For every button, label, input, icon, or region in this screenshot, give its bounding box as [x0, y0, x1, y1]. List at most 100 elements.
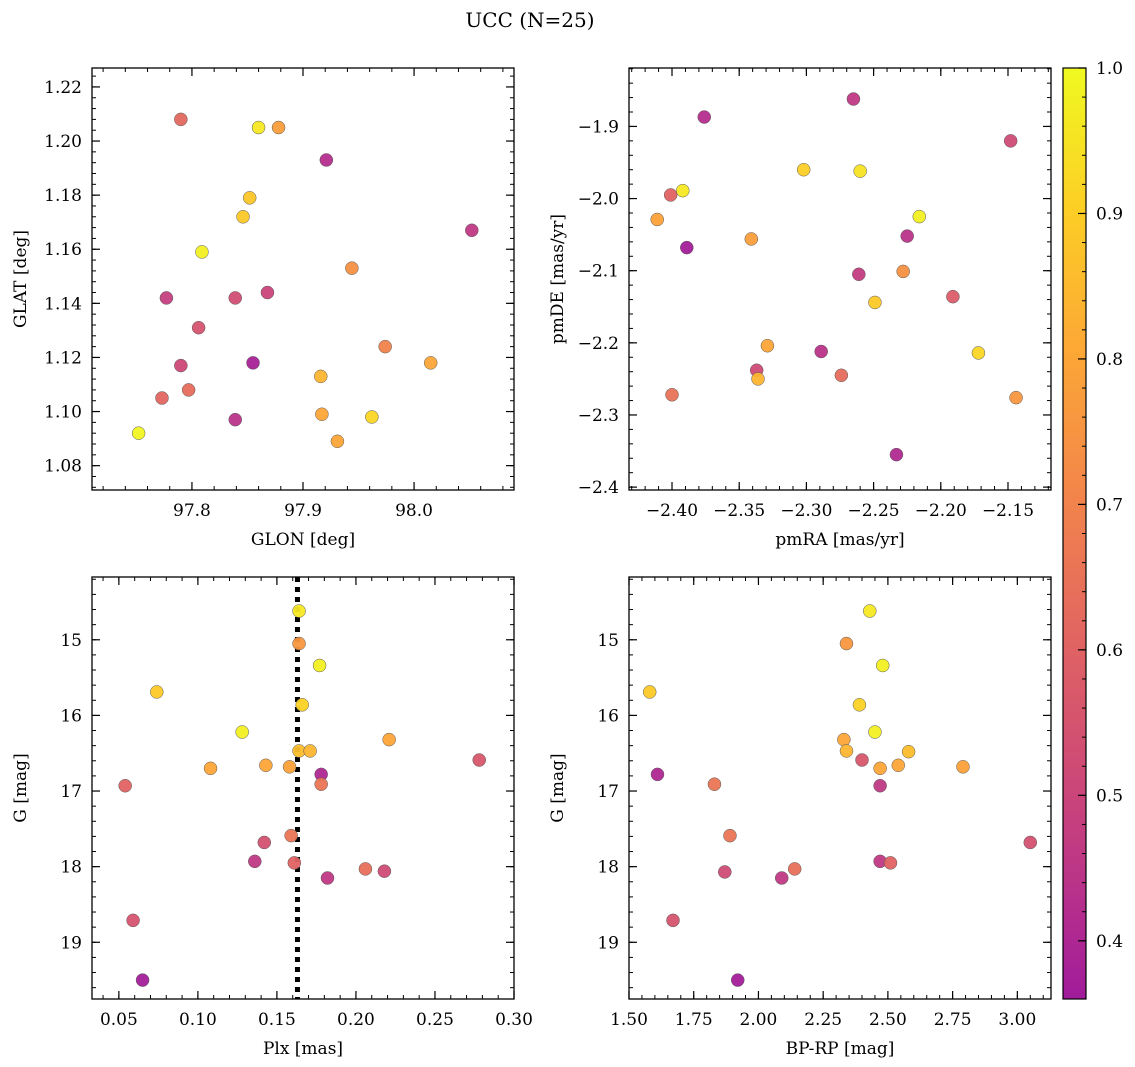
- colorbar-tick-label: 0.9: [1096, 204, 1123, 224]
- scatter-point: [236, 210, 250, 224]
- scatter-point: [1009, 390, 1023, 405]
- scatter-point: [883, 856, 898, 870]
- scatter-point: [1023, 835, 1038, 850]
- scatter-point: [126, 913, 140, 928]
- scatter-point: [377, 864, 392, 878]
- scatter-point: [131, 426, 146, 440]
- plot-frame: [91, 576, 515, 1000]
- scatter-point: [472, 753, 486, 767]
- y-tick-label: −2.4: [578, 478, 619, 498]
- x-tick-label: −2.35: [713, 501, 765, 521]
- scatter-point: [135, 973, 150, 987]
- scatter-point: [295, 698, 309, 712]
- x-tick-label: 3.00: [998, 1010, 1036, 1030]
- scatter-point: [956, 760, 970, 774]
- scatter-point: [181, 383, 196, 397]
- scatter-point: [203, 761, 218, 776]
- scatter-point: [292, 604, 306, 618]
- y-tick-label: −1.9: [578, 117, 619, 137]
- scatter-point: [837, 732, 851, 747]
- y-tick-label: 1.08: [44, 457, 82, 477]
- scatter-point: [330, 434, 345, 449]
- scatter-point: [868, 725, 882, 739]
- scatter-point: [650, 212, 664, 227]
- colorbar-tick-label: 0.7: [1096, 495, 1123, 515]
- scatter-point: [839, 744, 854, 758]
- scatter-point: [676, 183, 690, 198]
- scatter-point: [365, 410, 379, 424]
- x-axis-label: BP-RP [mag]: [786, 1039, 895, 1059]
- scatter-point: [320, 871, 335, 885]
- plot-frame: [628, 67, 1052, 491]
- y-tick-label: 18: [60, 858, 82, 878]
- y-tick-label: 15: [60, 631, 82, 651]
- scatter-point: [697, 110, 712, 124]
- y-tick-label: 1.14: [44, 294, 82, 314]
- figure-title: UCC (N=25): [465, 8, 594, 32]
- y-tick-label: 1.18: [44, 186, 82, 206]
- scatter-point: [195, 245, 209, 259]
- y-tick-label: 1.22: [44, 78, 82, 98]
- y-tick-label: 18: [597, 858, 619, 878]
- scatter-point: [730, 973, 745, 987]
- x-tick-label: 0.20: [337, 1010, 375, 1030]
- y-axis-label: G [mag]: [11, 753, 31, 822]
- scatter-point: [663, 188, 678, 202]
- x-tick-label: −2.30: [780, 501, 832, 521]
- y-axis-label: G [mag]: [548, 753, 568, 822]
- y-tick-label: 17: [597, 782, 619, 802]
- x-tick-label: −2.40: [646, 501, 698, 521]
- scatter-point: [723, 828, 737, 843]
- scatter-point: [235, 725, 249, 739]
- x-tick-label: 0.15: [258, 1010, 296, 1030]
- x-tick-label: 2.25: [804, 1010, 842, 1030]
- scatter-point: [257, 835, 272, 850]
- scatter-point: [875, 658, 890, 673]
- scatter-point: [946, 289, 960, 304]
- scatter-point: [889, 447, 904, 462]
- y-tick-label: 15: [597, 631, 619, 651]
- y-tick-label: 1.10: [44, 403, 82, 423]
- scatter-point: [314, 777, 328, 791]
- y-tick-label: 1.20: [44, 132, 82, 152]
- x-tick-label: 97.8: [173, 501, 211, 521]
- colorbar-tick-label: 1.0: [1096, 59, 1123, 79]
- scatter-point: [259, 758, 273, 773]
- scatter-point: [896, 264, 910, 279]
- x-tick-label: 2.50: [869, 1010, 907, 1030]
- scatter-point: [319, 153, 334, 167]
- scatter-point: [787, 862, 802, 876]
- scatter-point: [150, 685, 164, 699]
- scatter-point: [718, 865, 732, 879]
- scatter-point: [863, 604, 877, 618]
- scatter-point: [642, 685, 657, 699]
- scatter-point: [382, 732, 396, 747]
- colorbar-tick-label: 0.5: [1096, 786, 1123, 806]
- scatter-point: [303, 744, 317, 758]
- scatter-point: [873, 761, 887, 776]
- scatter-point: [465, 223, 479, 238]
- scatter-point: [159, 291, 174, 305]
- scatter-point: [242, 191, 257, 205]
- scatter-point: [665, 388, 679, 402]
- x-tick-label: 0.05: [100, 1010, 138, 1030]
- scatter-point: [852, 267, 866, 282]
- plot-frame: [91, 67, 515, 491]
- scatter-point: [1003, 134, 1018, 148]
- scatter-point: [423, 356, 438, 370]
- scatter-point: [191, 320, 206, 335]
- scatter-point: [912, 209, 927, 224]
- x-axis-label: GLON [deg]: [251, 530, 355, 550]
- scatter-point: [260, 285, 275, 300]
- scatter-point: [287, 856, 302, 870]
- y-tick-label: 1.16: [44, 240, 82, 260]
- scatter-point: [852, 698, 867, 712]
- y-tick-label: −2.1: [578, 262, 619, 282]
- scatter-point: [315, 407, 329, 422]
- scatter-point: [814, 344, 828, 359]
- scatter-panel-glon-glat: 97.8 97.9 98.0 1.08 1.10 1.12 1.14 1.16 1.18 1.20…: [11, 67, 515, 550]
- x-tick-label: 2.75: [934, 1010, 972, 1030]
- scatter-point: [650, 767, 665, 782]
- scatter-point: [855, 753, 869, 767]
